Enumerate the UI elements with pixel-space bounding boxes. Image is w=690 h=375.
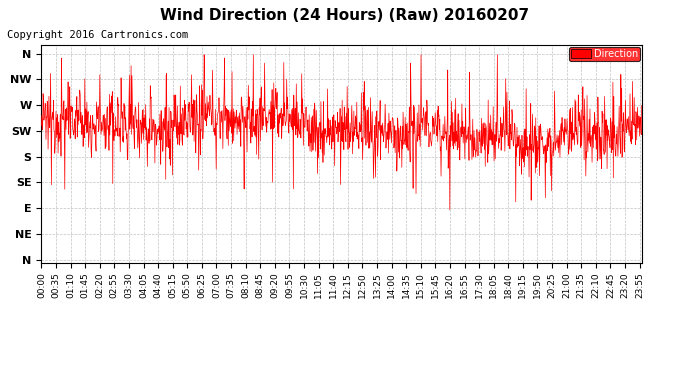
- Text: Wind Direction (24 Hours) (Raw) 20160207: Wind Direction (24 Hours) (Raw) 20160207: [161, 8, 529, 22]
- Text: Copyright 2016 Cartronics.com: Copyright 2016 Cartronics.com: [7, 30, 188, 40]
- Legend: Direction: Direction: [569, 47, 640, 61]
